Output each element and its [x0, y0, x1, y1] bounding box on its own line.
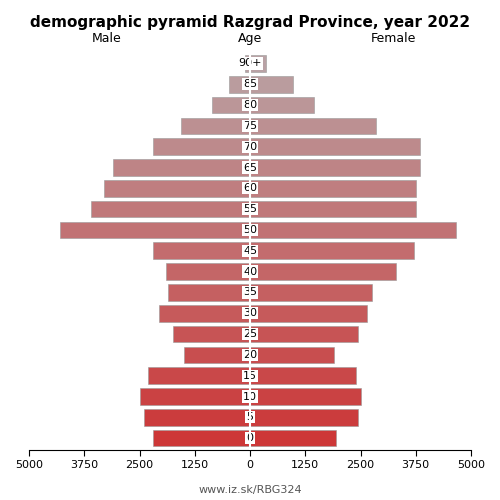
Text: 25: 25 [243, 329, 257, 339]
Bar [250, 284, 372, 300]
Bar [172, 326, 250, 342]
Text: 85: 85 [243, 80, 257, 90]
Bar [250, 138, 420, 155]
Bar [250, 430, 336, 446]
Bar [160, 305, 250, 322]
Bar [166, 264, 250, 280]
Text: 35: 35 [243, 288, 257, 298]
Bar [250, 76, 294, 92]
Text: 30: 30 [243, 308, 257, 318]
Text: 15: 15 [243, 370, 257, 380]
Bar [184, 346, 250, 363]
Bar [250, 242, 414, 259]
Bar [144, 409, 250, 426]
Text: 60: 60 [243, 184, 257, 194]
Bar [250, 55, 266, 72]
Text: 0: 0 [246, 433, 254, 443]
Bar [250, 409, 358, 426]
Bar [113, 159, 250, 176]
Text: 70: 70 [243, 142, 257, 152]
Bar [250, 118, 376, 134]
Bar [60, 222, 250, 238]
Text: Age: Age [238, 32, 262, 44]
Bar [245, 55, 250, 72]
Text: 20: 20 [243, 350, 257, 360]
Bar [250, 346, 334, 363]
Bar [250, 222, 456, 238]
Bar [250, 305, 367, 322]
Bar [250, 388, 360, 405]
Bar [229, 76, 250, 92]
Bar [140, 388, 250, 405]
Bar [250, 180, 416, 196]
Bar [91, 201, 250, 218]
Text: 55: 55 [243, 204, 257, 214]
Bar [250, 201, 416, 218]
Bar [250, 326, 358, 342]
Text: 65: 65 [243, 162, 257, 172]
Bar [153, 430, 250, 446]
Text: 5: 5 [246, 412, 254, 422]
Bar [153, 242, 250, 259]
Title: demographic pyramid Razgrad Province, year 2022: demographic pyramid Razgrad Province, ye… [30, 15, 470, 30]
Bar [250, 368, 356, 384]
Text: 10: 10 [243, 392, 257, 402]
Text: 50: 50 [243, 225, 257, 235]
Bar [104, 180, 250, 196]
Bar [212, 97, 250, 114]
Bar [182, 118, 250, 134]
Text: 45: 45 [243, 246, 257, 256]
Text: www.iz.sk/RBG324: www.iz.sk/RBG324 [198, 485, 302, 495]
Bar [168, 284, 250, 300]
Bar [250, 97, 314, 114]
Text: Male: Male [92, 32, 121, 44]
Text: 75: 75 [243, 121, 257, 131]
Bar [250, 264, 396, 280]
Bar [148, 368, 250, 384]
Bar [153, 138, 250, 155]
Text: 90+: 90+ [238, 58, 262, 68]
Bar [250, 159, 420, 176]
Text: Female: Female [371, 32, 416, 44]
Text: 40: 40 [243, 266, 257, 276]
Text: 80: 80 [243, 100, 257, 110]
